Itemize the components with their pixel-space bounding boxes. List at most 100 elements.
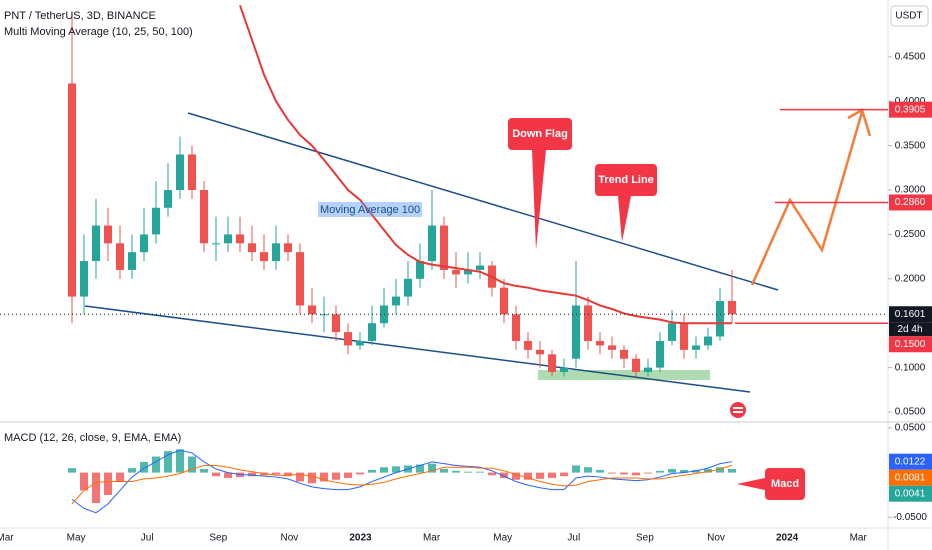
candle-body (452, 269, 460, 275)
y-tick-label: 0.1000 (895, 362, 926, 373)
macd-histogram-bar (440, 469, 448, 473)
macd-histogram-bar (212, 472, 220, 477)
candle-body (68, 83, 76, 297)
candle-body (272, 243, 280, 262)
macd-histogram-bar (524, 472, 532, 480)
macd-histogram-bar (296, 472, 304, 482)
candle-body (440, 225, 448, 270)
candle-body (428, 225, 436, 262)
candle-body (632, 358, 640, 373)
macd-histogram-bar (572, 465, 580, 473)
y-tick-label: 0.3000 (895, 185, 926, 196)
candle-body (716, 301, 724, 337)
macd-histogram-bar (452, 470, 460, 473)
candle-body (572, 305, 580, 359)
candle-body (464, 269, 472, 275)
macd-histogram-bar (416, 464, 424, 473)
candle-body (116, 243, 124, 270)
candle-body (536, 349, 544, 355)
callout-macd: Macd (737, 468, 805, 500)
candle-body (548, 354, 556, 373)
macd-histogram-bar (356, 472, 364, 475)
trend-line-lower (84, 305, 751, 393)
callout-shape (595, 164, 657, 242)
price-tag-label: 0.0081 (895, 472, 926, 483)
candle-body (476, 265, 484, 270)
event-icon-mark (733, 411, 743, 413)
macd-histogram-bar (128, 468, 136, 473)
candle-body (332, 314, 340, 333)
candle-body (176, 154, 184, 191)
macd-histogram-bar (68, 468, 76, 473)
macd-histogram-bar (584, 467, 592, 473)
currency-box[interactable] (890, 5, 929, 27)
x-tick-label: Jul (141, 533, 154, 544)
macd-histogram-bar (428, 463, 436, 473)
macd-histogram-bar (200, 469, 208, 473)
macd-histogram-bar (608, 472, 616, 474)
countdown-box (889, 322, 932, 337)
candle-body (200, 190, 208, 244)
macd-histogram-bar (104, 472, 112, 495)
candle-body (248, 243, 256, 253)
price-tag (889, 336, 932, 353)
macd-histogram-bar (116, 472, 124, 482)
price-tag-label: 0.0122 (895, 456, 926, 467)
price-tag (889, 453, 932, 470)
macd-histogram-bar (224, 472, 232, 478)
candle-body (584, 305, 592, 341)
macd-histogram-bar (488, 472, 496, 476)
macd-histogram-bar (380, 467, 388, 473)
candle-body (296, 252, 304, 306)
candle-body (512, 314, 520, 341)
macd-histogram-bar (176, 449, 184, 473)
macd-histogram-bar (308, 472, 316, 484)
macd-histogram-bar (392, 466, 400, 473)
x-tick-label: Mar (0, 533, 14, 544)
y-tick-label: -0.0500 (893, 512, 927, 523)
candle-body (668, 323, 676, 341)
macd-histogram-bar (332, 472, 340, 480)
series-line (71, 449, 733, 514)
macd-histogram-bar (80, 472, 88, 491)
callout-text: Trend Line (598, 174, 654, 186)
candle-body (560, 367, 568, 373)
y-tick-label: 0.3500 (895, 140, 926, 151)
candle-body (104, 225, 112, 244)
macd-histogram-bar (716, 467, 724, 473)
currency: USDT (895, 11, 922, 22)
price-tag-label: 0.1500 (895, 339, 926, 350)
macd-histogram-bar (248, 472, 256, 477)
candle-body (308, 305, 316, 315)
macd-histogram-bar (188, 456, 196, 473)
macd-histogram-bar (680, 469, 688, 473)
candle-body (320, 314, 328, 316)
event-icon[interactable] (730, 402, 746, 418)
candle-body (356, 340, 364, 346)
callout-shape (508, 118, 572, 250)
macd-histogram-bar (560, 472, 568, 477)
callout-shape (737, 468, 805, 500)
candle-body (500, 287, 508, 315)
candle-body (524, 340, 532, 350)
candle-body (128, 252, 136, 270)
y-tick-label: 0.0500 (895, 407, 926, 418)
macd-histogram-bar (320, 472, 328, 482)
macd-histogram-bar (140, 461, 148, 473)
macd-histogram-bar (272, 472, 280, 475)
macd-histogram-bar (668, 469, 676, 473)
callout-down-flag: Down Flag (508, 118, 572, 250)
macd-histogram-bar (368, 469, 376, 473)
macd-histogram-bar (152, 456, 160, 473)
candle-body (152, 207, 160, 235)
macd-histogram-bar (164, 451, 172, 473)
chart-title: PNT / TetherUS, 3D, BINANCE (4, 10, 156, 22)
price-tag (889, 485, 932, 502)
candle-body (236, 234, 244, 244)
x-tick-label: Sep (209, 533, 227, 544)
candle-body (92, 225, 100, 262)
x-tick-label: Nov (707, 533, 725, 544)
candle-body (284, 243, 292, 253)
x-tick-label: Mar (850, 533, 868, 544)
